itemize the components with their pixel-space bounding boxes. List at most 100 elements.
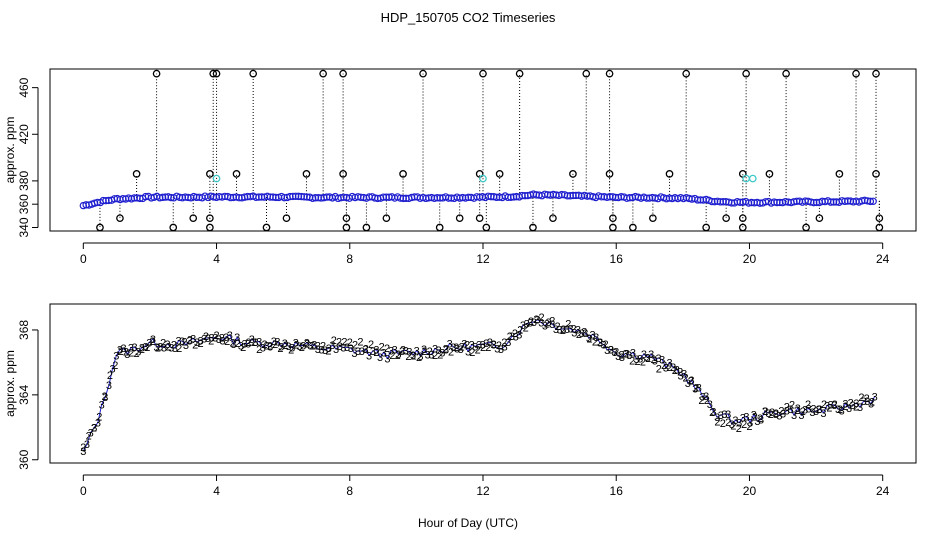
series-2-marker: 2	[608, 344, 614, 356]
series-3-marker: 3	[784, 406, 790, 418]
series-3-marker: 3	[469, 340, 475, 352]
series-3-marker: 3	[743, 412, 749, 424]
series-3-marker: 3	[696, 382, 702, 394]
series-3-marker: 3	[472, 341, 478, 353]
series-3-marker: 3	[491, 340, 497, 352]
series-3-marker: 3	[256, 337, 262, 349]
series-3-line	[82, 318, 876, 452]
x-tick-label: 4	[213, 252, 220, 266]
series-3-marker: 3	[564, 324, 570, 336]
spike-point-low	[722, 214, 730, 223]
series-3-marker: 3	[824, 401, 830, 413]
series-2-marker: 2	[437, 349, 443, 361]
series-3-marker: 3	[304, 338, 310, 350]
series-2-marker: 2	[656, 364, 662, 376]
series-3-marker: 3	[172, 343, 178, 355]
series-2-marker: 2	[251, 337, 257, 349]
spike-point-high	[852, 69, 860, 78]
series-3-marker: 3	[751, 410, 757, 422]
series-3-marker: 3	[758, 414, 764, 426]
series-3-marker: 3	[681, 369, 687, 381]
series-2-marker: 2	[128, 347, 134, 359]
series-3-marker: 3	[186, 336, 192, 348]
x-tick-label: 16	[610, 252, 624, 266]
series-3-marker: 3	[384, 353, 390, 365]
series-2-marker: 2	[517, 325, 523, 337]
series-3-marker: 3	[161, 342, 167, 354]
series-3-marker: 3	[135, 346, 141, 358]
series-2-marker: 2	[805, 399, 811, 411]
series-2-marker: 2	[459, 342, 465, 354]
series-2-marker: 2	[107, 370, 113, 382]
series-3-marker: 3	[608, 344, 614, 356]
series-3-marker: 3	[494, 343, 500, 355]
series-2-marker: 2	[523, 323, 529, 335]
series-2-marker: 2	[245, 337, 251, 349]
series-2-marker: 2	[533, 314, 539, 326]
series-3-marker: 3	[165, 339, 171, 351]
series-2-marker: 2	[304, 339, 310, 351]
series-3-marker: 3	[132, 342, 138, 354]
series-2-marker: 2	[613, 347, 619, 359]
series-2-marker: 2	[171, 340, 177, 352]
spike-point-mid	[132, 170, 141, 178]
series-2-marker: 2	[560, 325, 566, 337]
series-3-marker: 3	[527, 318, 533, 330]
spike-point-low	[282, 214, 291, 223]
series-3-marker: 3	[208, 333, 214, 345]
series-3-marker: 3	[769, 407, 775, 419]
series-2-marker: 2	[800, 406, 806, 418]
series-3-marker: 3	[95, 417, 101, 429]
series-3-marker: 3	[480, 339, 486, 351]
series-3-marker: 3	[597, 338, 603, 350]
series-3-marker: 3	[176, 336, 182, 348]
series-3-marker: 3	[351, 348, 357, 360]
series-3-marker: 3	[699, 391, 705, 403]
series-3-marker: 3	[219, 335, 225, 347]
series-2-marker: 2	[528, 316, 534, 328]
series-2-marker: 2	[91, 422, 97, 434]
series-2-marker: 2	[453, 342, 459, 354]
series-3-marker: 3	[417, 351, 423, 363]
series-3-marker: 3	[710, 407, 716, 419]
series-3-marker: 3	[403, 345, 409, 357]
x-tick-label: 24	[876, 484, 890, 498]
series-3-marker: 3	[406, 347, 412, 359]
series-2-marker: 2	[224, 336, 230, 348]
series-3-marker: 3	[729, 419, 735, 431]
series-2-marker: 2	[698, 395, 704, 407]
series-2-marker: 2	[309, 340, 315, 352]
series-2-marker: 2	[539, 312, 545, 324]
spike-point-low	[362, 223, 371, 232]
series-2-marker: 2	[336, 337, 342, 349]
series-3-marker: 3	[776, 410, 782, 422]
series-3-marker: 3	[91, 422, 97, 434]
series-3-marker: 3	[80, 446, 86, 458]
series-3-marker: 3	[513, 332, 519, 344]
series-3-marker: 3	[227, 330, 233, 342]
series-2-marker: 2	[139, 344, 145, 356]
spike-point-mid	[339, 170, 347, 178]
spike-point-low	[738, 223, 747, 232]
spike-point-low	[629, 223, 637, 232]
series-2-marker: 2	[853, 402, 859, 414]
series-3-marker: 3	[516, 329, 522, 341]
series-3-marker: 3	[326, 343, 332, 355]
series-2-marker: 2	[277, 343, 283, 355]
x-tick-label: 20	[743, 252, 757, 266]
series-3-marker: 3	[282, 338, 288, 350]
series-2-marker: 2	[150, 336, 156, 348]
series-3-marker: 3	[432, 344, 438, 356]
series-2-marker: 2	[123, 346, 129, 358]
series-2-marker: 2	[384, 343, 390, 355]
series-3-marker: 3	[648, 349, 654, 361]
series-2-marker: 2	[485, 342, 491, 354]
series-3-marker: 3	[252, 337, 258, 349]
series-3-marker: 3	[612, 347, 618, 359]
series-2-marker: 2	[283, 340, 289, 352]
series-3-marker: 3	[425, 349, 431, 361]
series-2-marker: 2	[427, 346, 433, 358]
series-2-marker: 2	[363, 344, 369, 356]
series-2-marker: 2	[629, 356, 635, 368]
